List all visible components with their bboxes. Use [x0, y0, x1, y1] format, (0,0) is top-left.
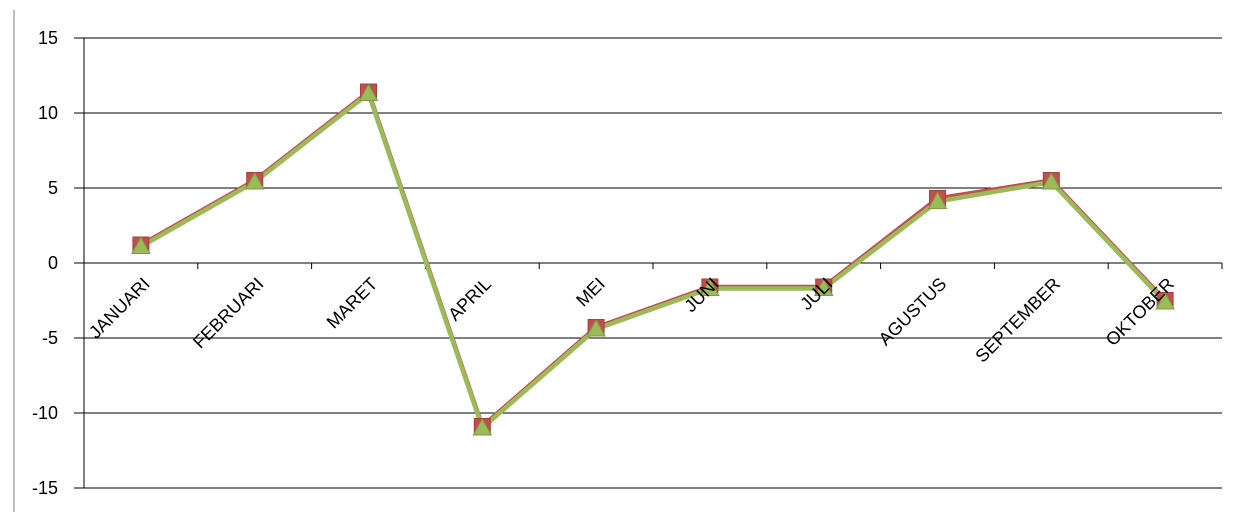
x-category-label: MARET — [323, 274, 382, 333]
y-tick-label: 15 — [38, 28, 58, 48]
series-1-line — [138, 89, 1168, 429]
y-tick-label: -10 — [32, 403, 58, 423]
y-tick-label: -5 — [42, 328, 58, 348]
series-2-point — [927, 191, 948, 209]
y-tick-label: 5 — [48, 178, 58, 198]
x-category-label: SEPTEMBER — [971, 274, 1064, 367]
y-tick-label: -15 — [32, 478, 58, 498]
series-2-point — [700, 278, 720, 296]
y-tick-label: 0 — [48, 253, 58, 273]
y-axis-tick-labels: 15 10 5 0 -5 -10 -15 — [32, 28, 58, 498]
series-2-point — [131, 236, 151, 254]
series-2-point — [244, 171, 265, 190]
x-category-label: APRIL — [444, 274, 495, 325]
series-2-point — [1041, 171, 1062, 190]
x-category-label: JANUARI — [85, 274, 154, 343]
x-category-label: FEBRUARI — [189, 274, 267, 352]
y-tick-label: 10 — [38, 103, 58, 123]
series-2-point — [1155, 291, 1175, 310]
series-markers — [131, 83, 1175, 436]
x-category-label: MEI — [572, 274, 609, 311]
series-2-point — [813, 278, 834, 296]
series-lines — [138, 89, 1168, 431]
series-2-point — [586, 318, 606, 337]
x-axis-category-labels: JANUARI FEBRUARI MARET APRIL MEI JUNI JULI AGUS… — [85, 274, 1178, 367]
x-axis-ticks — [83, 263, 1223, 269]
gridlines — [74, 37, 1222, 489]
series-2-line — [138, 91, 1168, 431]
series-2-point — [358, 83, 379, 101]
series-2-point — [472, 417, 493, 436]
